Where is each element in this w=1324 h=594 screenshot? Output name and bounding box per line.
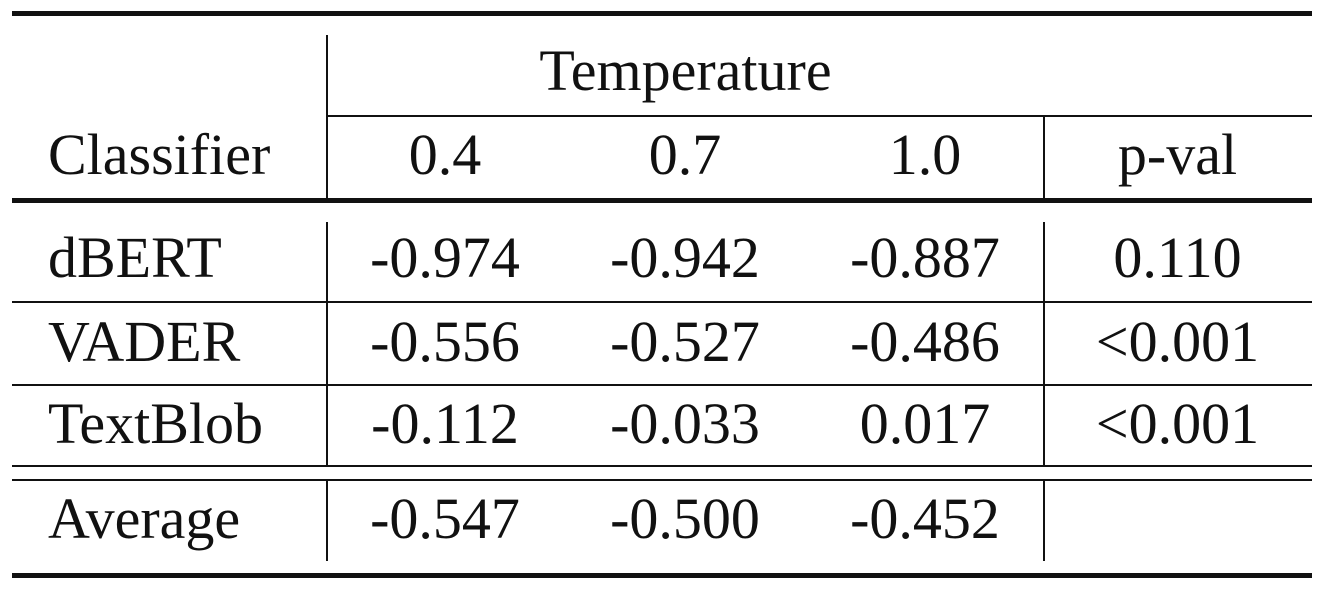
temp-header-0.7: 0.7 xyxy=(648,122,722,187)
pval-separator-header xyxy=(1043,117,1045,198)
row-divider-1 xyxy=(12,301,1312,303)
row-divider-2 xyxy=(12,384,1312,386)
average-temp-0.7: -0.500 xyxy=(610,486,760,551)
row-label-dbert: dBERT xyxy=(48,225,222,290)
temp-header-0.4: 0.4 xyxy=(408,122,482,187)
classifier-separator-header xyxy=(326,35,328,198)
vader-temp-0.7: -0.527 xyxy=(610,309,760,374)
header-rule xyxy=(12,198,1312,203)
pval-column-header: p-val xyxy=(1117,122,1238,187)
bottom-rule xyxy=(12,573,1312,578)
average-temp-1.0: -0.452 xyxy=(850,486,1000,551)
top-rule xyxy=(12,11,1312,16)
temperature-group-header: Temperature xyxy=(539,38,832,103)
classifier-separator-average xyxy=(326,481,328,561)
average-temp-0.4: -0.547 xyxy=(370,486,520,551)
temp-header-1.0: 1.0 xyxy=(888,122,962,187)
vader-temp-1.0: -0.486 xyxy=(850,309,1000,374)
vader-temp-0.4: -0.556 xyxy=(370,309,520,374)
row-label-vader: VADER xyxy=(48,309,241,374)
textblob-temp-0.4: -0.112 xyxy=(371,391,519,456)
textblob-temp-1.0: 0.017 xyxy=(859,391,991,456)
row-label-average: Average xyxy=(48,486,241,551)
dbert-temp-0.4: -0.974 xyxy=(370,225,520,290)
classifier-separator-body xyxy=(326,222,328,465)
dbert-pval: 0.110 xyxy=(1113,225,1242,290)
dbert-temp-0.7: -0.942 xyxy=(610,225,760,290)
row-label-textblob: TextBlob xyxy=(48,391,264,456)
average-pval xyxy=(1060,479,1295,559)
textblob-pval: <0.001 xyxy=(1095,391,1260,456)
pval-separator-average xyxy=(1043,481,1045,561)
pval-separator-body xyxy=(1043,222,1045,465)
classifier-column-header: Classifier xyxy=(48,122,271,187)
vader-pval: <0.001 xyxy=(1095,309,1260,374)
textblob-temp-0.7: -0.033 xyxy=(610,391,760,456)
average-double-rule-top xyxy=(12,465,1312,467)
dbert-temp-1.0: -0.887 xyxy=(850,225,1000,290)
temperature-underline xyxy=(328,115,1312,117)
average-double-rule-bottom xyxy=(12,479,1312,481)
